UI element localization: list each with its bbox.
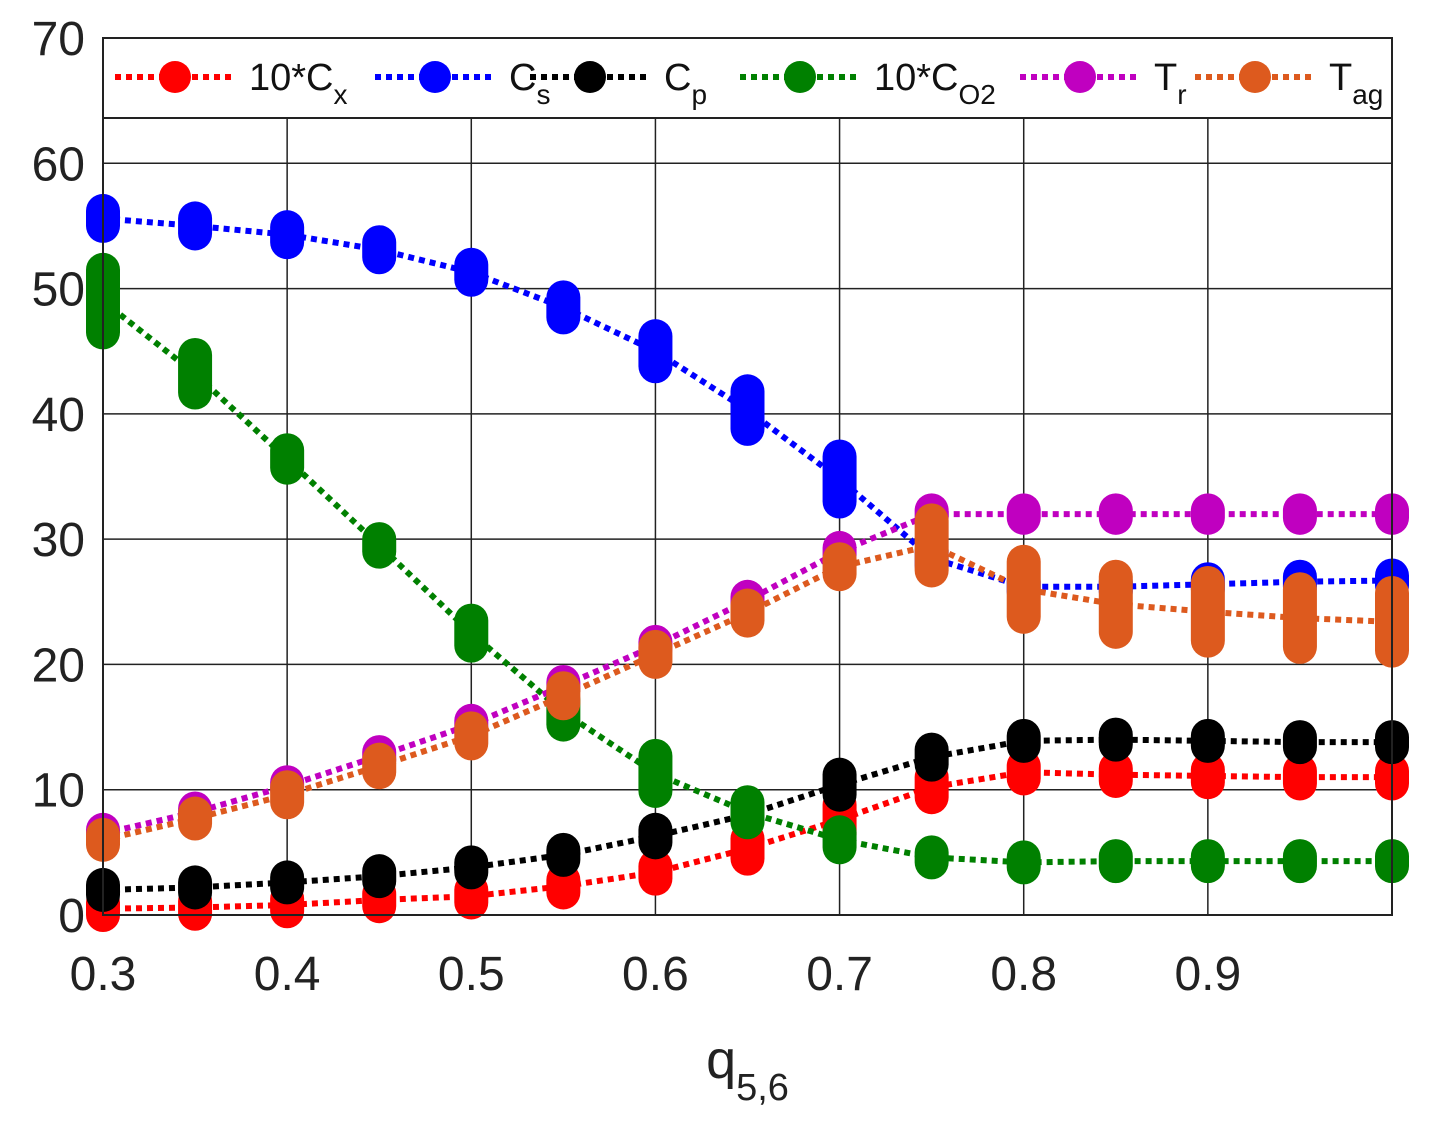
legend-item: Tag	[1195, 57, 1383, 110]
x-tick-label: 0.6	[622, 948, 689, 1001]
legend-label-subscript: s	[536, 79, 550, 110]
legend-box	[102, 37, 1393, 119]
legend-marker	[1064, 61, 1096, 93]
legend-marker	[784, 61, 816, 93]
legend-label-subscript: O2	[959, 79, 996, 110]
legend-marker	[574, 61, 606, 93]
series-layer	[86, 193, 1409, 932]
x-axis-ticks: 0.3 0.4 0.5 0.6 0.7 0.8 0.9	[70, 948, 1242, 1001]
y-tick-label: 0	[58, 890, 85, 943]
legend-label-main: 10*C	[874, 57, 959, 99]
legend-label-main: T	[1154, 57, 1177, 99]
legend-label-main: C	[664, 57, 691, 99]
y-tick-label: 70	[32, 13, 85, 66]
series-s	[86, 193, 1409, 609]
x-tick-label: 0.3	[70, 948, 137, 1001]
legend-label: Tr	[1154, 57, 1187, 110]
legend-label: Cp	[664, 57, 707, 110]
legend-label-main: 10*C	[249, 57, 334, 99]
legend-item: 10*CO2	[740, 57, 996, 110]
y-tick-label: 20	[32, 639, 85, 692]
y-axis-ticks: 0 10 20 30 40 50 60 70	[32, 13, 85, 943]
x-tick-label: 0.5	[438, 948, 505, 1001]
x-tick-label: 0.9	[1174, 948, 1241, 1001]
legend-label-subscript: ag	[1352, 79, 1383, 110]
x-tick-label: 0.8	[990, 948, 1057, 1001]
x-tick-label: 0.4	[254, 948, 321, 1001]
legend-marker	[419, 61, 451, 93]
legend-label-subscript: x	[334, 79, 348, 110]
legend-label: 10*Cx	[249, 57, 348, 110]
legend-label: Tag	[1329, 57, 1383, 110]
legend-item: Cp	[530, 57, 707, 110]
y-tick-label: 60	[32, 138, 85, 191]
y-tick-label: 40	[32, 389, 85, 442]
legend-marker	[1239, 61, 1271, 93]
x-axis-title: q5,6	[706, 1030, 789, 1109]
x-axis-title-subscript: 5,6	[736, 1067, 789, 1109]
legend-label-subscript: p	[691, 79, 707, 110]
legend-marker	[159, 61, 191, 93]
legend-item: Cs	[375, 57, 550, 110]
legend-item: 10*Cx	[115, 57, 348, 110]
legend-label: 10*CO2	[874, 57, 996, 110]
legend: 10*Cx Cs Cp 10*CO2 Tr Tag	[102, 37, 1393, 119]
x-axis-title-main: q	[706, 1030, 736, 1090]
y-tick-label: 50	[32, 264, 85, 317]
y-tick-label: 30	[32, 514, 85, 567]
legend-label-subscript: r	[1177, 79, 1186, 110]
grid	[103, 38, 1392, 915]
y-tick-label: 10	[32, 765, 85, 818]
legend-label-main: T	[1329, 57, 1352, 99]
x-tick-label: 0.7	[806, 948, 873, 1001]
legend-item: Tr	[1020, 57, 1187, 110]
